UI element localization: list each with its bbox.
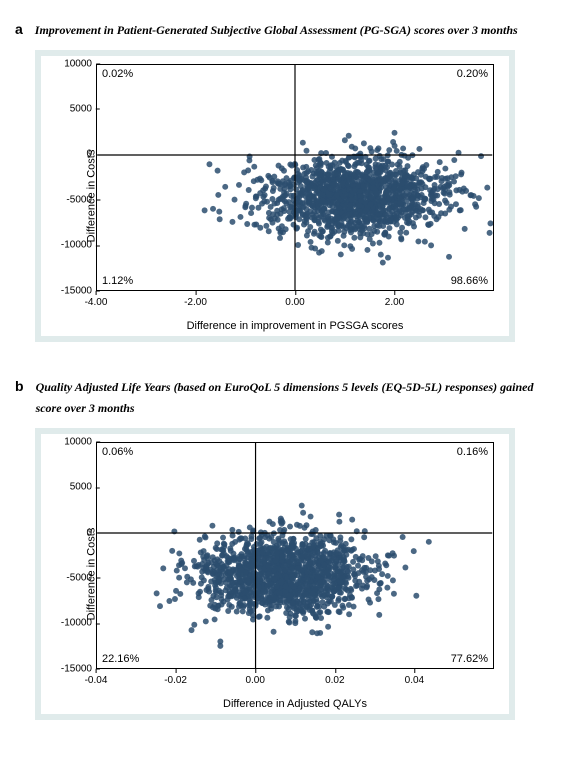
panel-b-header: b Quality Adjusted Life Years (based on …: [15, 377, 552, 420]
panel-b-xlabel: Difference in Adjusted QALYs: [96, 698, 494, 710]
quadrant-label-br: 77.62%: [451, 653, 488, 665]
xtick: 0.04: [405, 675, 424, 686]
panel-a-plot: Difference in Costs Difference in improv…: [41, 56, 509, 336]
panel-a-xlabel: Difference in improvement in PGSGA score…: [96, 320, 494, 332]
panel-b-plot: Difference in Costs Difference in Adjust…: [41, 434, 509, 714]
quadrant-label-bl: 1.12%: [102, 275, 133, 287]
ytick: 0: [86, 527, 96, 538]
ytick: -10000: [61, 618, 96, 629]
panel-b-letter: b: [15, 377, 24, 397]
xtick: 0.00: [285, 297, 304, 308]
panel-a-scatter: [97, 65, 493, 290]
quadrant-label-bl: 22.16%: [102, 653, 139, 665]
xtick: -4.00: [85, 297, 108, 308]
xtick: 0.00: [245, 675, 264, 686]
ytick: 5000: [70, 103, 96, 114]
ytick: -15000: [61, 285, 96, 296]
panel-b-frame: Difference in Costs Difference in Adjust…: [35, 428, 515, 720]
quadrant-label-tr: 0.20%: [457, 68, 488, 80]
xtick: 2.00: [385, 297, 404, 308]
ytick: -15000: [61, 663, 96, 674]
panel-a-letter: a: [15, 20, 23, 40]
ytick: 10000: [64, 436, 96, 447]
quadrant-label-tl: 0.02%: [102, 68, 133, 80]
panel-b-title: Quality Adjusted Life Years (based on Eu…: [36, 377, 552, 420]
ytick: 10000: [64, 58, 96, 69]
xtick: 0.02: [325, 675, 344, 686]
panel-a-header: a Improvement in Patient-Generated Subje…: [15, 20, 552, 42]
ytick: 0: [86, 149, 96, 160]
panel-b-plotarea: [96, 442, 494, 669]
ytick: -5000: [66, 572, 96, 583]
quadrant-label-br: 98.66%: [451, 275, 488, 287]
quadrant-label-tl: 0.06%: [102, 446, 133, 458]
panel-a-title: Improvement in Patient-Generated Subject…: [35, 20, 518, 42]
xtick: -2.00: [184, 297, 207, 308]
ytick: -5000: [66, 194, 96, 205]
ytick: 5000: [70, 482, 96, 493]
panel-a-plotarea: [96, 64, 494, 291]
panel-b-scatter: [97, 443, 493, 668]
panel-a-frame: Difference in Costs Difference in improv…: [35, 50, 515, 342]
quadrant-label-tr: 0.16%: [457, 446, 488, 458]
xtick: -0.04: [85, 675, 108, 686]
ytick: -10000: [61, 240, 96, 251]
xtick: -0.02: [164, 675, 187, 686]
